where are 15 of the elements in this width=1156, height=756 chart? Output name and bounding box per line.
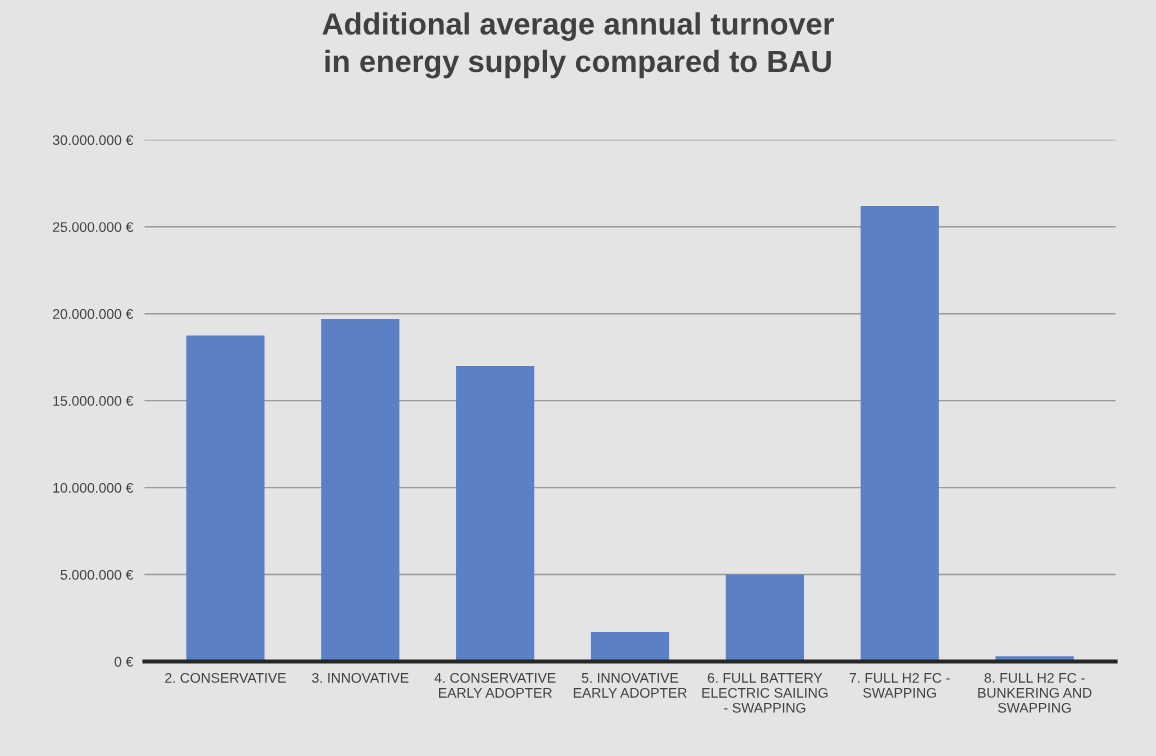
- x-tick-label: 5. INNOVATIVE EARLY ADOPTER: [573, 672, 687, 698]
- y-tick-label: 25.000.000 €: [53, 222, 134, 232]
- x-tick-label: 6. FULL BATTERY ELECTRIC SAILING - SWAPPING: [702, 672, 828, 713]
- y-tick-label: 30.000.000 €: [52, 135, 134, 146]
- x-tick-label: 4. CONSERVATIVE EARLY ADOPTER: [434, 672, 556, 698]
- x-tick-label: 7. FULL H2 FC - SWAPPING: [849, 672, 950, 698]
- chart-title: Additional average annual turnover in energy supply compared to BAU: [322, 12, 834, 79]
- x-tick-label: 3. INNOVATIVE: [312, 672, 409, 683]
- y-tick-label: 5.000.000 €: [60, 569, 134, 580]
- x-tick-label: 8. FULL H2 FC - BUNKERING AND SWAPPING: [978, 672, 1092, 713]
- y-tick-label: 20.000.000 €: [53, 309, 134, 319]
- y-tick-label: 10.000.000 €: [53, 482, 134, 493]
- x-tick-label: 2. CONSERVATIVE: [165, 672, 286, 683]
- y-tick-label: 0 €: [114, 656, 134, 667]
- y-tick-label: 15.000.000 €: [53, 396, 134, 406]
